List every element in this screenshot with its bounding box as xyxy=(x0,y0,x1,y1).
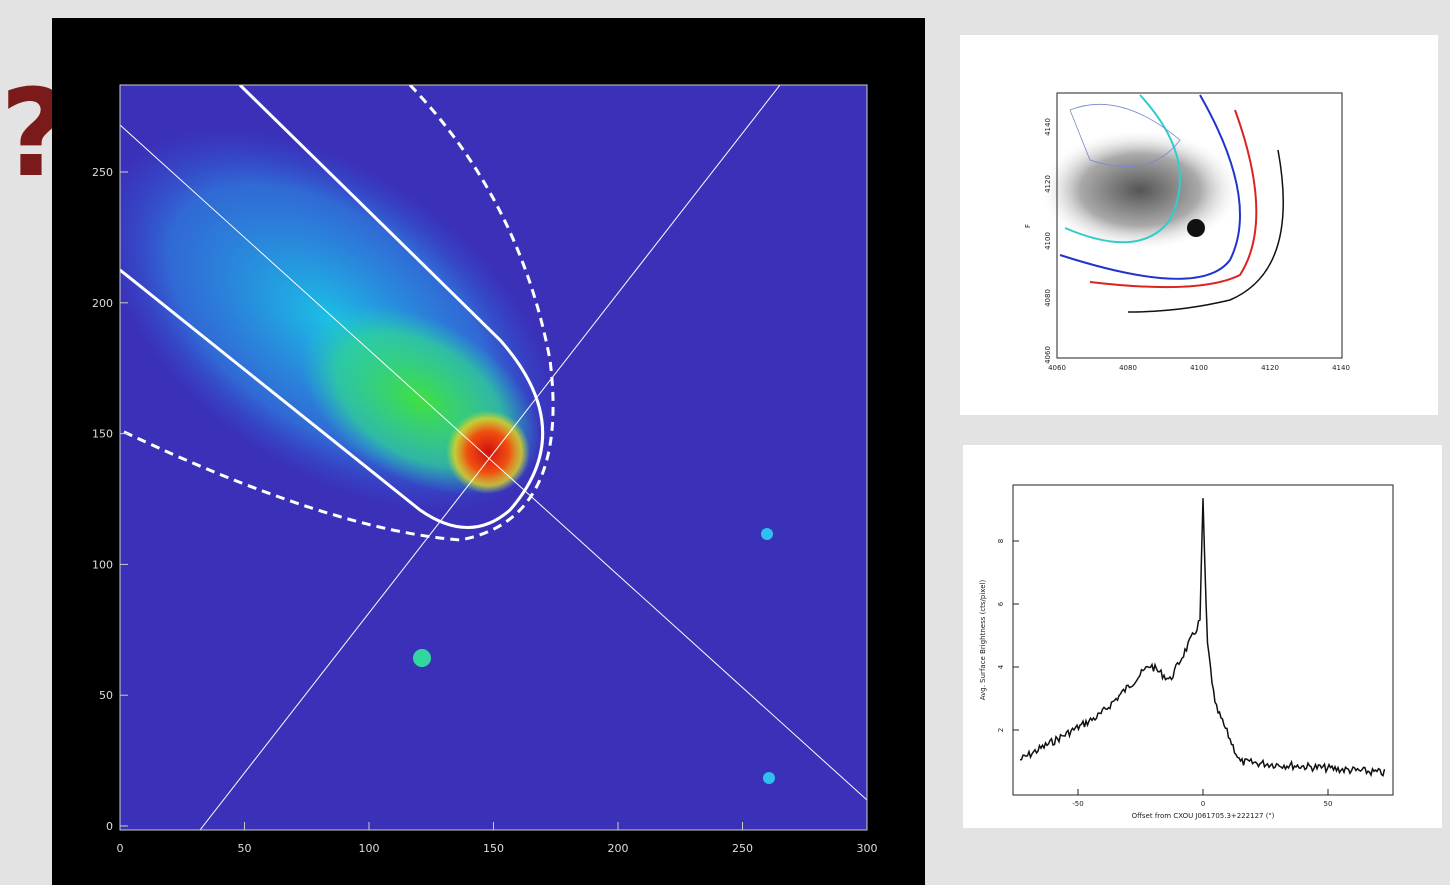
y-tick-label: 4060 xyxy=(1044,346,1052,364)
y-tick-label: 100 xyxy=(92,558,113,571)
y-tick-label: 0 xyxy=(106,820,113,833)
x-tick-label: 4100 xyxy=(1190,364,1208,372)
page: ? F Avg. Surface Brightness (cts/pixel) … xyxy=(0,0,1450,885)
y-tick-label: 200 xyxy=(92,297,113,310)
x-tick-label: 4080 xyxy=(1119,364,1137,372)
y-tick-label: 50 xyxy=(99,689,113,702)
y-tick-label: 4 xyxy=(997,664,1005,669)
y-tick-label: 4120 xyxy=(1044,175,1052,193)
y-axis-label: Avg. Surface Brightness (cts/pixel) xyxy=(979,580,987,701)
y-axis-label: F xyxy=(1024,224,1032,228)
x-tick-label: 0 xyxy=(117,842,124,855)
y-tick-label: 150 xyxy=(92,428,113,441)
y-tick-label: 4080 xyxy=(1044,289,1052,307)
y-tick-label: 6 xyxy=(997,601,1005,606)
y-tick-label: 250 xyxy=(92,166,113,179)
x-tick-label: 4140 xyxy=(1332,364,1350,372)
x-tick-label: 200 xyxy=(608,842,629,855)
x-tick-label: 50 xyxy=(1324,800,1333,808)
y-tick-label: 8 xyxy=(997,539,1005,543)
main-image xyxy=(31,48,867,830)
x-tick-label: 4120 xyxy=(1261,364,1279,372)
x-tick-label: 50 xyxy=(238,842,252,855)
x-tick-label: 250 xyxy=(732,842,753,855)
slide: ? F Avg. Surface Brightness (cts/pixel) … xyxy=(0,0,1450,885)
x-tick-label: 300 xyxy=(857,842,878,855)
x-tick-label: 100 xyxy=(359,842,380,855)
x-tick-label: 150 xyxy=(483,842,504,855)
y-tick-label: 2 xyxy=(997,728,1005,732)
x-axis-label: Offset from CXOU J061705.3+222127 (") xyxy=(1132,812,1275,820)
y-tick-label: 4100 xyxy=(1044,232,1052,250)
x-tick-label: 0 xyxy=(1201,800,1205,808)
y-tick-label: 4140 xyxy=(1044,118,1052,136)
x-tick-label: 4060 xyxy=(1048,364,1066,372)
x-tick-label: -50 xyxy=(1072,800,1083,808)
